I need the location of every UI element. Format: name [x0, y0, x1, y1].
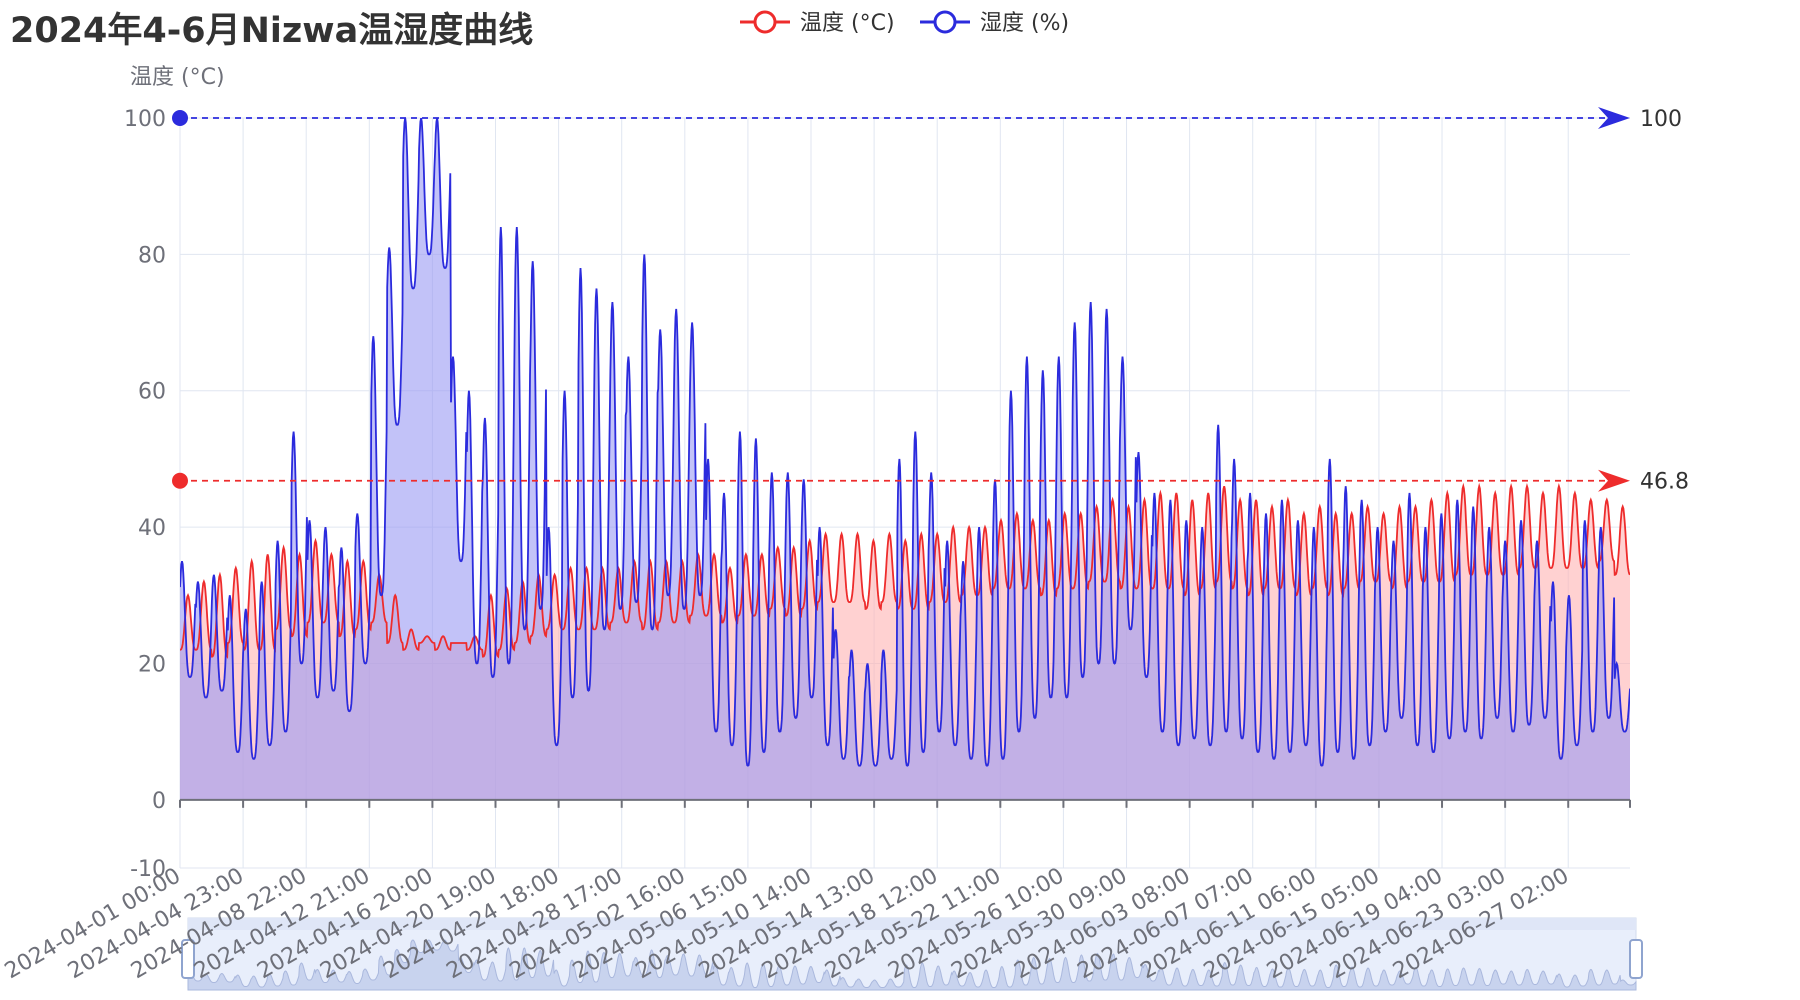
legend[interactable]: 温度 (°C) 湿度 (%): [740, 10, 1069, 36]
max-markline-label-temperature: 46.8: [1640, 470, 1689, 495]
max-markline-arrow-temperature: [1598, 469, 1630, 492]
max-markline-start-humidity: [172, 110, 188, 126]
y-axis: -10 0 20 40 60 80 100: [124, 107, 166, 882]
max-markline-start-temperature: [172, 472, 188, 489]
max-markline-label-humidity: 100: [1640, 107, 1682, 132]
zoom-handle-right[interactable]: [1629, 939, 1643, 979]
zoom-handle-left[interactable]: [181, 939, 195, 979]
y-tick-label: 100: [124, 107, 166, 132]
y-tick-label: -10: [130, 857, 166, 882]
legend-item-temperature[interactable]: 温度 (°C): [740, 10, 895, 36]
legend-marker-temperature: [753, 10, 777, 34]
max-markline-arrow-humidity: [1598, 107, 1630, 129]
series-line-temperature: [180, 482, 1630, 659]
zoom-top-band: [188, 918, 1636, 930]
chart-title: 2024年4-6月Nizwa温湿度曲线: [10, 11, 534, 51]
series-line-humidity: [180, 118, 1630, 767]
series-lines: [180, 118, 1630, 767]
series-areas: [180, 118, 1630, 800]
legend-marker-humidity: [933, 10, 957, 34]
y-tick-label: 80: [138, 243, 166, 268]
mark-lines: 100 46.8: [172, 107, 1689, 495]
x-axis: [179, 798, 1631, 808]
legend-item-humidity[interactable]: 湿度 (%): [920, 10, 1069, 36]
y-axis-label: 温度 (°C): [130, 65, 225, 90]
series-area-humidity: [180, 118, 1630, 800]
legend-label-temperature: 温度 (°C): [800, 11, 895, 36]
y-tick-label: 40: [138, 516, 166, 541]
y-tick-label: 60: [138, 380, 166, 405]
zoom-data-shadow: [187, 939, 1637, 991]
data-zoom-slider[interactable]: [181, 917, 1643, 991]
y-tick-label: 20: [138, 652, 166, 677]
legend-label-humidity: 湿度 (%): [980, 11, 1069, 36]
y-tick-label: 0: [152, 789, 166, 814]
